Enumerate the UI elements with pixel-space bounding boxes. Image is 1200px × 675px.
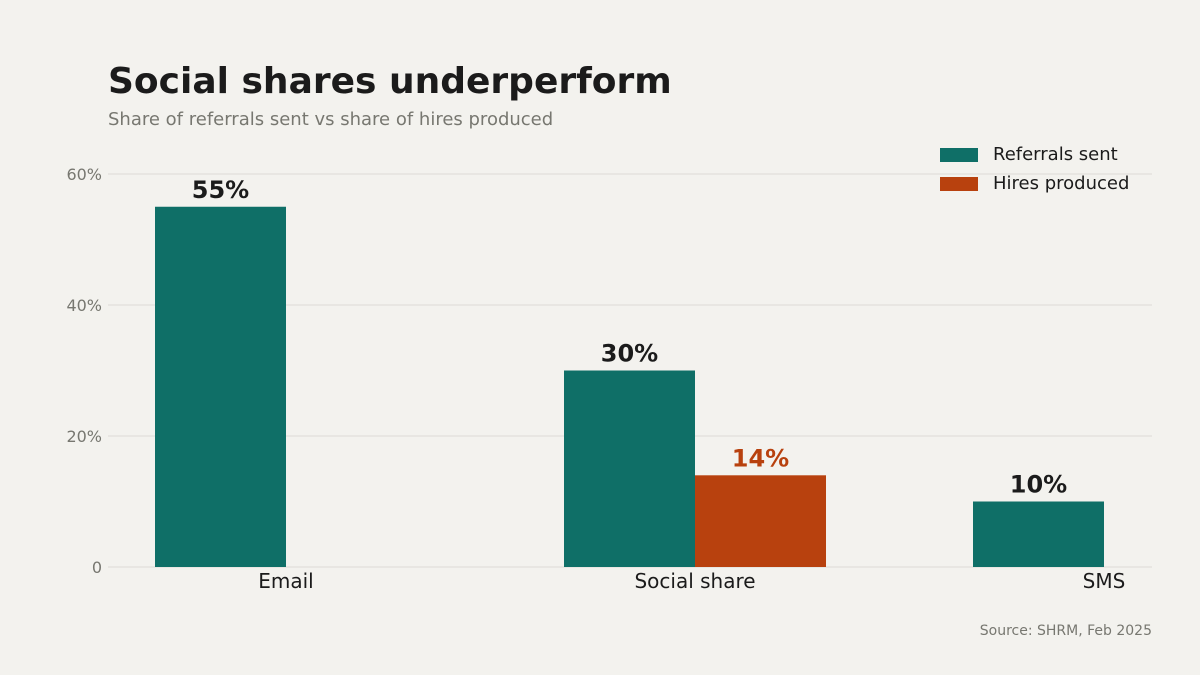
legend-label-hires: Hires produced	[993, 173, 1130, 194]
y-tick-label: 40%	[66, 296, 102, 315]
x-tick-label: SMS	[1083, 569, 1126, 593]
y-tick-label: 20%	[66, 427, 102, 446]
x-tick-label: Email	[258, 569, 314, 593]
bar	[155, 206, 286, 567]
legend-item-referrals: Referrals sent	[940, 140, 1129, 169]
chart-subtitle: Share of referrals sent vs share of hire…	[108, 109, 554, 130]
legend-item-hires: Hires produced	[940, 169, 1129, 198]
legend-swatch-referrals	[940, 147, 978, 162]
y-tick-label: 60%	[66, 165, 102, 184]
legend-swatch-hires	[940, 176, 978, 191]
data-label: 10%	[1010, 471, 1067, 499]
data-label: 14%	[732, 444, 789, 472]
data-label: 30%	[601, 340, 658, 368]
chart-title: Social shares underperform	[108, 61, 672, 102]
x-tick-label: Social share	[634, 569, 755, 593]
legend: Referrals sent Hires produced	[940, 140, 1129, 198]
bar	[564, 370, 695, 567]
bar	[973, 501, 1104, 567]
bar	[695, 475, 826, 567]
source-note: Source: SHRM, Feb 2025	[979, 623, 1152, 639]
data-label: 55%	[192, 176, 249, 204]
y-tick-label: 0	[92, 558, 102, 577]
legend-label-referrals: Referrals sent	[993, 144, 1118, 165]
